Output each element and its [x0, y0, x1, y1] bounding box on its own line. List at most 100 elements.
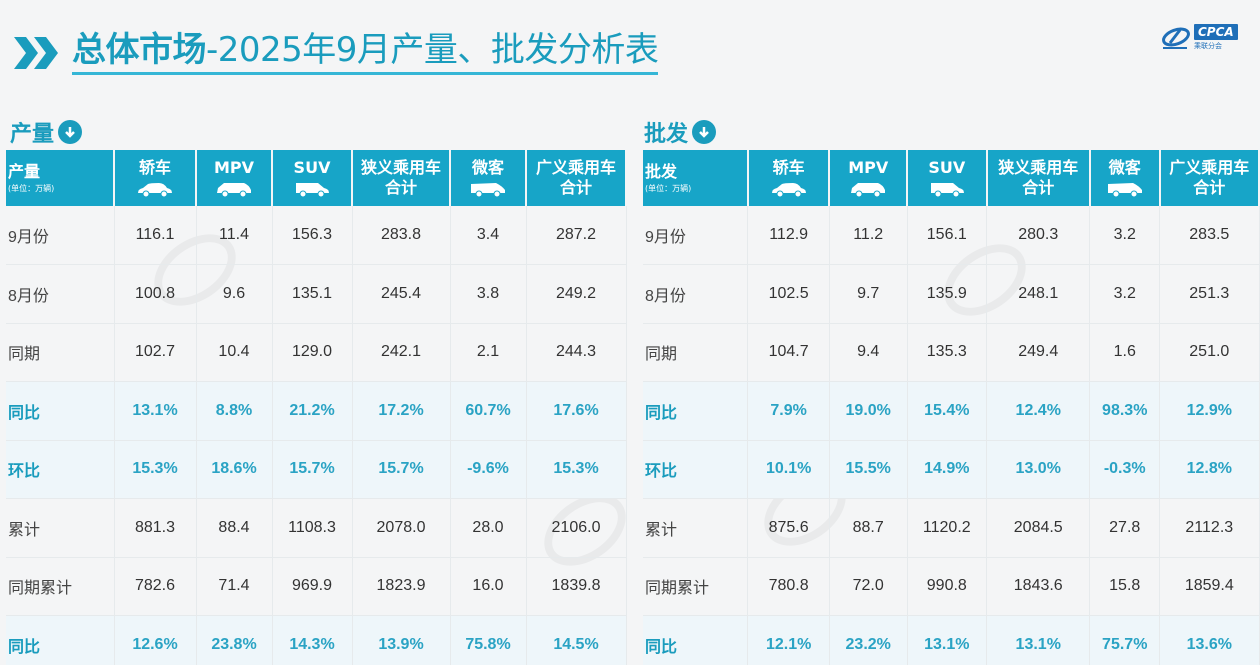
- cell: 2078.0: [352, 498, 451, 558]
- row-label: 同期累计: [6, 557, 115, 616]
- header-label: SUV: [928, 158, 966, 177]
- header-minivan: 微客: [450, 150, 527, 206]
- cell: 13.6%: [1159, 615, 1260, 665]
- production-label-text: 产量: [10, 122, 55, 147]
- row-label: 同期累计: [643, 557, 749, 616]
- production-table: 产量 (单位：万辆) 轿车 MPV SUV 狭义乘用车 合计: [6, 150, 627, 665]
- cell: 1843.6: [986, 557, 1091, 616]
- cell: 16.0: [450, 557, 527, 616]
- cell: 1.6: [1089, 323, 1161, 382]
- cell: 71.4: [196, 557, 273, 616]
- row-label: 9月份: [643, 206, 749, 265]
- cell: 13.1%: [986, 615, 1091, 665]
- header-label: 微客: [1108, 158, 1141, 177]
- cell: 2084.5: [986, 498, 1091, 558]
- production-section-label: 产量: [10, 116, 83, 148]
- header-minivan: 微客: [1089, 150, 1161, 206]
- cell: 156.3: [272, 206, 353, 265]
- table-row: 9月份 112.9 11.2 156.1 280.3 3.2 283.5: [643, 206, 1260, 265]
- cell: -0.3%: [1089, 440, 1161, 499]
- cell: 244.3: [526, 323, 627, 382]
- cell: 88.4: [196, 498, 273, 558]
- cell: 242.1: [352, 323, 451, 382]
- cell: 780.8: [747, 557, 830, 616]
- cell: 1120.2: [907, 498, 988, 558]
- header-label-line2: 合计: [384, 178, 417, 197]
- cell: 15.3%: [114, 440, 197, 499]
- header-label-line1: 广义乘用车: [1169, 158, 1250, 177]
- cell: 112.9: [747, 206, 830, 265]
- header-suv: SUV: [907, 150, 988, 206]
- cell: 3.4: [450, 206, 527, 265]
- header-row-label: 产量 (单位：万辆): [6, 150, 115, 206]
- header-label-line1: 广义乘用车: [535, 158, 616, 177]
- cell: 287.2: [526, 206, 627, 265]
- cell: 3.2: [1089, 264, 1161, 324]
- row-label: 同比: [6, 615, 115, 665]
- cell: 10.4: [196, 323, 273, 382]
- cell: 7.9%: [747, 381, 830, 441]
- row-label: 同期: [643, 323, 749, 382]
- cell: 12.6%: [114, 615, 197, 665]
- cell: 135.1: [272, 264, 353, 324]
- table-row: 同期累计 780.8 72.0 990.8 1843.6 15.8 1859.4: [643, 557, 1260, 616]
- wholesale-table: 批发 (单位：万辆) 轿车 MPV SUV 狭义乘用车 合计: [643, 150, 1260, 665]
- table-row: 8月份 102.5 9.7 135.9 248.1 3.2 251.3: [643, 264, 1260, 324]
- cell: 9.4: [829, 323, 908, 382]
- header-label: MPV: [213, 158, 255, 177]
- cell: 100.8: [114, 264, 197, 324]
- cell: 135.9: [907, 264, 988, 324]
- header-label-line2: 合计: [559, 178, 592, 197]
- cell: 969.9: [272, 557, 353, 616]
- cell: 156.1: [907, 206, 988, 265]
- sedan-icon: [771, 183, 806, 198]
- table-row: 同期 104.7 9.4 135.3 249.4 1.6 251.0: [643, 323, 1260, 382]
- header-unit: (单位：万辆): [8, 184, 55, 193]
- cell: 11.2: [829, 206, 908, 265]
- table-row: 同期累计 782.6 71.4 969.9 1823.9 16.0 1839.8: [6, 557, 627, 616]
- table-row: 累计 875.6 88.7 1120.2 2084.5 27.8 2112.3: [643, 498, 1260, 558]
- cell: 2106.0: [526, 498, 627, 558]
- row-label: 环比: [6, 440, 115, 499]
- cell: 15.3%: [526, 440, 627, 499]
- cell: 11.4: [196, 206, 273, 265]
- cell: 12.9%: [1159, 381, 1260, 441]
- wholesale-label-text: 批发: [644, 122, 689, 147]
- cell: 75.8%: [450, 615, 527, 665]
- cell: 60.7%: [450, 381, 527, 441]
- cpca-logo: CPCA 乘联分会: [1160, 24, 1238, 51]
- cell: 18.6%: [196, 440, 273, 499]
- cell: 72.0: [829, 557, 908, 616]
- row-label: 同比: [6, 381, 115, 441]
- cell: 9.7: [829, 264, 908, 324]
- row-label: 累计: [643, 498, 749, 558]
- title-bold: 总体市场: [72, 30, 207, 70]
- header-mpv: MPV: [829, 150, 908, 206]
- cell: 102.7: [114, 323, 197, 382]
- cell: 129.0: [272, 323, 353, 382]
- table-row-percent: 同比 12.6% 23.8% 14.3% 13.9% 75.8% 14.5%: [6, 615, 627, 665]
- cell: 15.4%: [907, 381, 988, 441]
- cell: 12.1%: [747, 615, 830, 665]
- header-mpv: MPV: [196, 150, 273, 206]
- cell: 12.8%: [1159, 440, 1260, 499]
- header-broad-total: 广义乘用车 合计: [526, 150, 627, 206]
- mpv-icon: [217, 183, 251, 198]
- cell: 17.6%: [526, 381, 627, 441]
- row-label: 同期: [6, 323, 115, 382]
- row-label: 8月份: [6, 264, 115, 324]
- minivan-icon: [471, 183, 505, 198]
- row-label: 同比: [643, 381, 749, 441]
- cell: 19.0%: [829, 381, 908, 441]
- cell: 13.1%: [907, 615, 988, 665]
- cell: 1108.3: [272, 498, 353, 558]
- cell: 88.7: [829, 498, 908, 558]
- cell: 21.2%: [272, 381, 353, 441]
- cell: 15.7%: [352, 440, 451, 499]
- cell: 2.1: [450, 323, 527, 382]
- header-title: 批发: [645, 162, 678, 181]
- minivan-icon: [1107, 183, 1142, 198]
- header-label-line1: 狭义乘用车: [998, 158, 1079, 177]
- header-label-line2: 合计: [1022, 178, 1055, 197]
- cell: 12.4%: [986, 381, 1091, 441]
